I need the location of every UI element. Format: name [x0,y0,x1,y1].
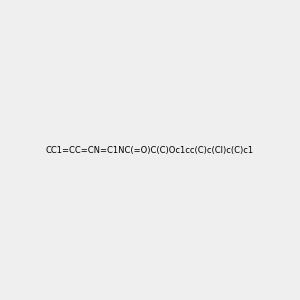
Text: CC1=CC=CN=C1NC(=O)C(C)Oc1cc(C)c(Cl)c(C)c1: CC1=CC=CN=C1NC(=O)C(C)Oc1cc(C)c(Cl)c(C)c… [46,146,254,154]
